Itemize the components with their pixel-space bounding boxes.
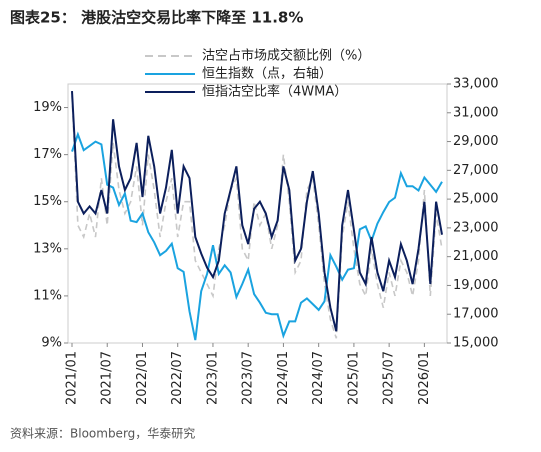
x-tick-label: 2021/01 [65, 351, 80, 405]
y2-tick-label: 25,000 [453, 192, 499, 207]
y-tick-label: 11% [33, 288, 62, 303]
y2-tick-label: 17,000 [453, 307, 499, 322]
plot-frame [67, 83, 448, 344]
y2-tick-label: 21,000 [453, 249, 499, 264]
series-line [71, 95, 443, 339]
legend-label: 恒指沽空比率（4WMA） [202, 84, 347, 100]
y-tick-label: 17% [33, 147, 62, 162]
x-tick-label: 2023/01 [205, 351, 220, 405]
y2-tick-label: 29,000 [453, 134, 499, 149]
x-tick-label: 2024/07 [311, 351, 326, 405]
y2-tick-label: 27,000 [453, 163, 499, 178]
x-tick-label: 2023/07 [241, 351, 256, 405]
y-tick-label: 19% [33, 100, 62, 115]
legend-label: 恒生指数（点，右轴） [202, 67, 332, 82]
x-tick-label: 2024/01 [276, 351, 291, 405]
x-tick-label: 2025/01 [346, 351, 361, 405]
series-line [71, 131, 443, 341]
y2-tick-label: 23,000 [453, 220, 499, 235]
legend-label: 沽空占市场成交额比例（%） [202, 48, 370, 64]
x-tick-label: 2022/07 [170, 351, 185, 405]
y-tick-label: 9% [41, 336, 62, 351]
y2-tick-label: 31,000 [453, 105, 499, 120]
x-tick-label: 2026/01 [417, 351, 432, 405]
y2-tick-label: 15,000 [453, 336, 499, 351]
series-line [71, 91, 443, 332]
y2-tick-label: 19,000 [453, 278, 499, 293]
source-note: 资料来源：Bloomberg，华泰研究 [10, 426, 195, 441]
x-tick-label: 2022/01 [135, 351, 150, 405]
chart-title: 图表25： 港股沽空交易比率下降至 11.8% [10, 9, 303, 27]
y2-tick-label: 33,000 [453, 77, 499, 92]
y-tick-label: 13% [33, 241, 62, 256]
x-tick-label: 2025/07 [382, 351, 397, 405]
y-tick-label: 15% [33, 194, 62, 209]
x-tick-label: 2021/07 [100, 351, 115, 405]
